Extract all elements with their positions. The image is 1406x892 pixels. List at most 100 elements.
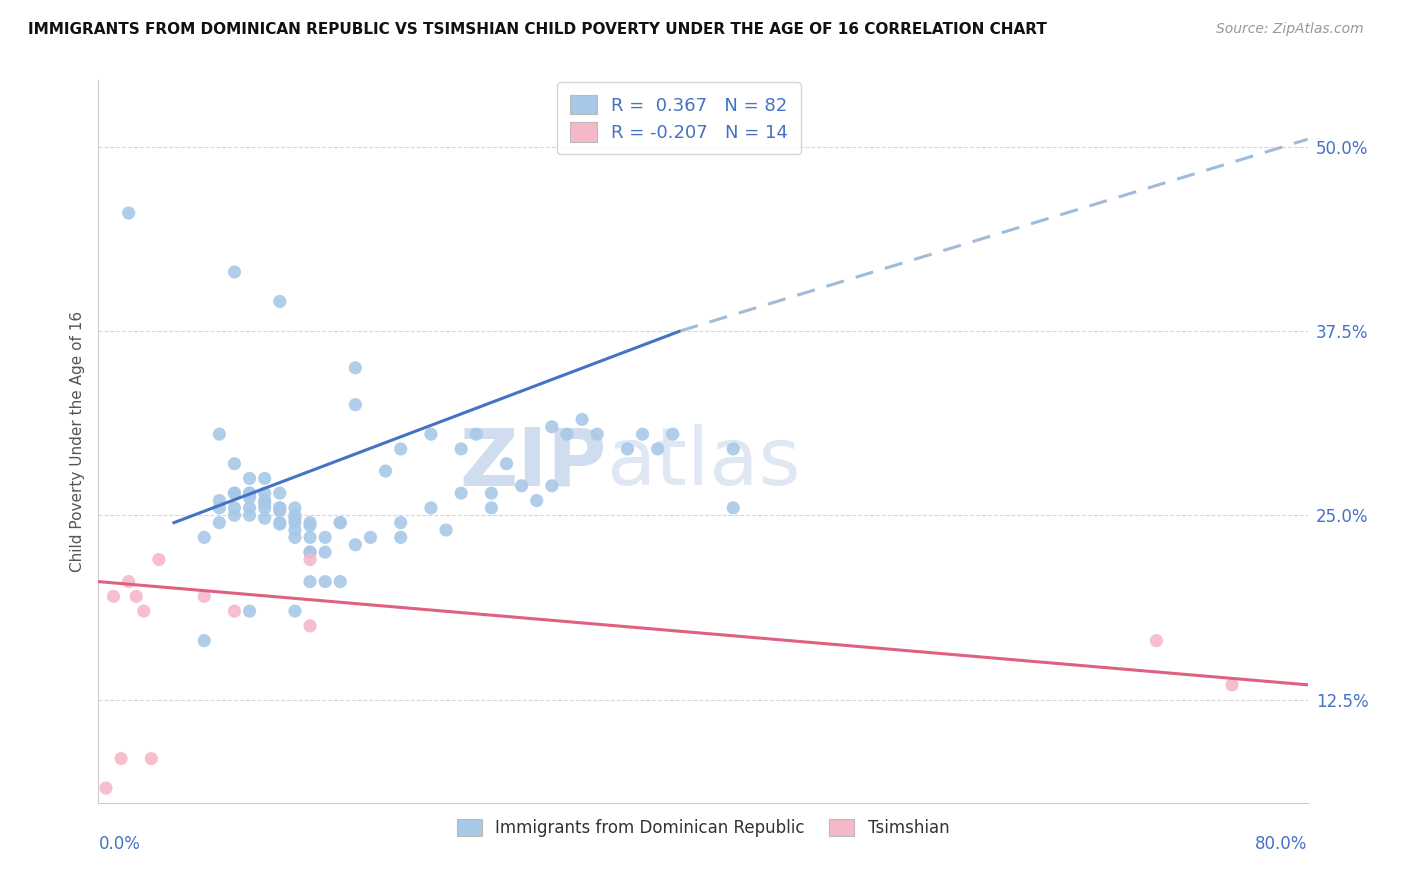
Point (253, 493, 276, 508)
Point (723, 442, 745, 456)
Point (389, 442, 412, 456)
Point (253, 500, 276, 515)
Point (481, 500, 503, 515)
Point (299, 530, 322, 544)
Point (148, 552, 170, 566)
Point (141, 751, 163, 765)
Point (299, 518, 322, 533)
Point (269, 486, 291, 500)
Point (314, 530, 336, 544)
Text: Source: ZipAtlas.com: Source: ZipAtlas.com (1216, 22, 1364, 37)
Point (239, 500, 262, 515)
Point (526, 493, 548, 508)
Point (540, 479, 562, 493)
Legend: Immigrants from Dominican Republic, Tsimshian: Immigrants from Dominican Republic, Tsim… (449, 810, 957, 845)
Point (284, 604, 307, 618)
Point (586, 427, 609, 442)
Point (299, 545, 322, 559)
Point (224, 604, 246, 618)
Point (1144, 633, 1167, 648)
Point (434, 523, 457, 537)
Point (314, 574, 336, 589)
Point (269, 504, 291, 518)
Point (284, 511, 307, 525)
Point (360, 530, 382, 544)
Point (224, 486, 246, 500)
Point (299, 619, 322, 633)
Point (314, 545, 336, 559)
Point (269, 500, 291, 515)
Text: IMMIGRANTS FROM DOMINICAN REPUBLIC VS TSIMSHIAN CHILD POVERTY UNDER THE AGE OF 1: IMMIGRANTS FROM DOMINICAN REPUBLIC VS TS… (28, 22, 1047, 37)
Point (299, 552, 322, 566)
Point (299, 574, 322, 589)
Point (344, 538, 367, 552)
Point (510, 479, 533, 493)
Point (540, 419, 562, 434)
Point (224, 486, 246, 500)
Point (208, 427, 231, 442)
Point (374, 464, 396, 478)
Point (239, 491, 262, 505)
Point (389, 530, 412, 544)
Point (1220, 678, 1243, 692)
Point (344, 360, 367, 375)
Point (193, 633, 215, 648)
Point (284, 530, 307, 544)
Point (465, 427, 488, 442)
Point (661, 427, 683, 442)
Point (329, 574, 352, 589)
Point (329, 516, 352, 530)
Point (284, 508, 307, 523)
Point (132, 604, 155, 618)
Point (253, 471, 276, 485)
Point (193, 530, 215, 544)
Point (269, 516, 291, 530)
Point (269, 500, 291, 515)
Text: ZIP: ZIP (458, 425, 606, 502)
Point (224, 508, 246, 523)
Point (571, 412, 593, 426)
Point (284, 516, 307, 530)
Point (253, 486, 276, 500)
Point (631, 427, 654, 442)
Point (208, 516, 231, 530)
Point (344, 398, 367, 412)
Point (125, 590, 148, 604)
Point (723, 500, 745, 515)
Point (224, 500, 246, 515)
Text: 80.0%: 80.0% (1256, 835, 1308, 854)
Point (329, 516, 352, 530)
Y-axis label: Child Poverty Under the Age of 16: Child Poverty Under the Age of 16 (69, 311, 84, 572)
Point (616, 442, 638, 456)
Point (269, 517, 291, 532)
Point (239, 486, 262, 500)
Point (299, 545, 322, 559)
Point (193, 590, 215, 604)
Point (110, 751, 132, 765)
Text: 0.0%: 0.0% (98, 835, 141, 854)
Point (555, 427, 578, 442)
Point (495, 457, 517, 471)
Point (118, 206, 141, 220)
Point (450, 486, 472, 500)
Point (284, 500, 307, 515)
Point (103, 590, 125, 604)
Point (208, 493, 231, 508)
Point (94, 780, 117, 795)
Point (389, 516, 412, 530)
Point (239, 486, 262, 500)
Point (299, 516, 322, 530)
Point (284, 523, 307, 537)
Point (239, 471, 262, 485)
Point (224, 457, 246, 471)
Point (269, 294, 291, 309)
Point (420, 427, 443, 442)
Point (253, 496, 276, 510)
Point (239, 604, 262, 618)
Point (450, 442, 472, 456)
Point (420, 500, 443, 515)
Text: atlas: atlas (606, 425, 800, 502)
Point (224, 265, 246, 279)
Point (481, 486, 503, 500)
Point (253, 511, 276, 525)
